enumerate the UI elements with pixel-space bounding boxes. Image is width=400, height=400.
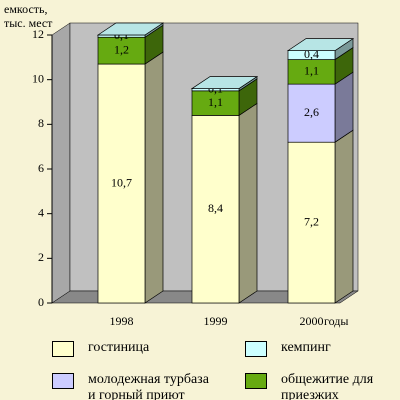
y-tick-label: 4 [38, 205, 44, 219]
bar-top [286, 38, 355, 51]
bar [97, 63, 146, 304]
legend-swatch [245, 341, 267, 357]
legend-label: кемпинг [281, 340, 331, 355]
legend-item: общежитие для приезжих [245, 372, 400, 400]
bar [97, 36, 146, 65]
y-label: тыс. мест [4, 16, 53, 30]
y-tick-label: 0 [38, 295, 44, 309]
value-label: 7,2 [304, 214, 319, 228]
legend-label: молодежная турбаза и горный приют [88, 372, 209, 400]
bar-top [190, 76, 259, 89]
legend-item: гостиница [52, 340, 213, 357]
y-label: емкость, [4, 2, 47, 16]
x-tick-label: 2000 [300, 314, 324, 328]
legend-label: общежитие для приезжих [281, 372, 374, 400]
value-label: 10,7 [111, 175, 132, 189]
value-label: 1,1 [304, 64, 319, 78]
x-label: годы [324, 314, 348, 328]
left-wall [51, 22, 71, 304]
chart: емкость, тыс. мест годы 0 2 4 6 8 10 12 1998 10,… [4, 2, 359, 328]
y-tick-label: 12 [32, 27, 44, 41]
y-tick-label: 2 [38, 250, 44, 264]
bar [287, 59, 336, 85]
legend-swatch [245, 373, 267, 389]
value-label: 1,2 [114, 42, 129, 56]
legend-swatch [52, 341, 74, 357]
bar-side [144, 51, 164, 304]
y-tick-label: 8 [38, 116, 44, 130]
y-tick-label: 10 [32, 71, 44, 85]
value-label: 2,6 [304, 105, 319, 119]
bar-side [334, 129, 354, 304]
bar-side [238, 102, 258, 304]
y-tick-label: 6 [38, 161, 44, 175]
legend-item: молодежная турбаза и горный приют [52, 372, 213, 400]
legend-label: гостиница [88, 340, 150, 355]
x-tick-label: 1998 [110, 314, 134, 328]
bar [191, 115, 240, 304]
bar [287, 141, 336, 304]
x-tick-label: 1999 [204, 314, 228, 328]
legend-item: кемпинг [245, 340, 400, 357]
bar [287, 83, 336, 143]
legend-swatch [52, 373, 74, 389]
bar-top [96, 22, 165, 36]
value-label: 8,4 [208, 201, 223, 215]
value-label: 1,1 [208, 95, 223, 109]
